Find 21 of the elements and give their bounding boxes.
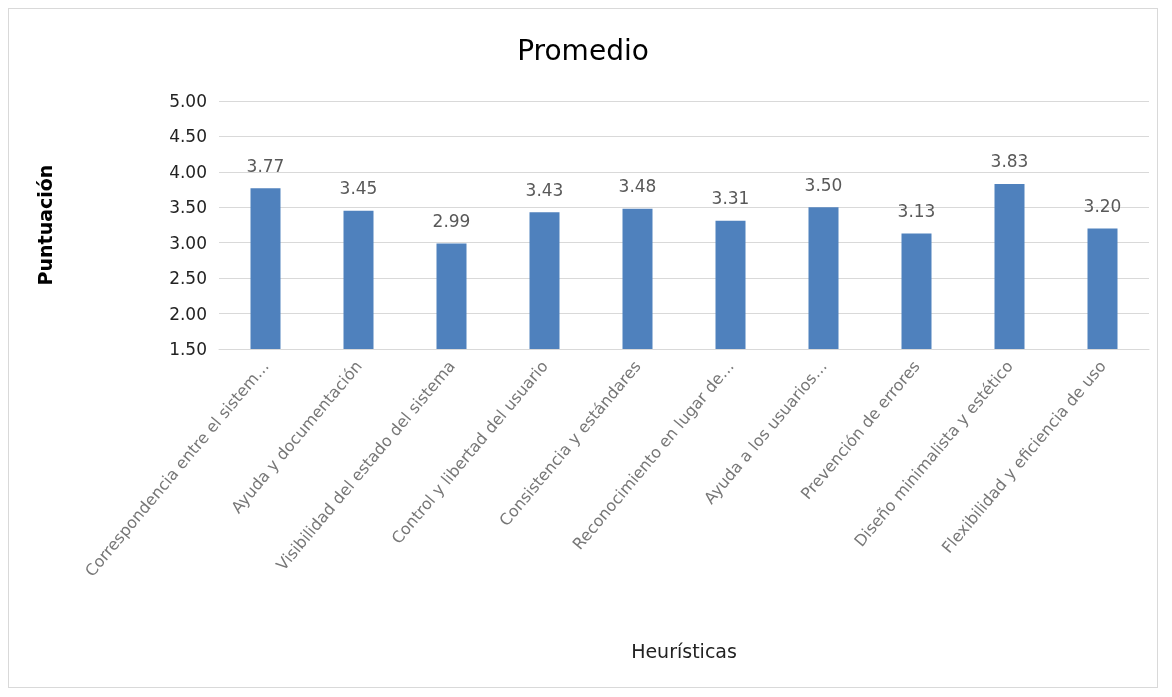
data-label: 3.13: [897, 201, 936, 221]
y-tick-label: 3.50: [169, 197, 207, 218]
data-label: 2.99: [432, 210, 471, 231]
y-tick-label: 1.50: [169, 339, 207, 359]
y-tick-label: 4.50: [169, 126, 207, 147]
data-label: 3.83: [990, 151, 1029, 172]
y-tick-label: 5.00: [169, 91, 207, 111]
data-label: 3.31: [711, 188, 750, 209]
y-tick-label: 4.00: [169, 161, 207, 182]
y-tick-label: 2.00: [169, 303, 207, 324]
y-tick-label: 2.50: [169, 268, 207, 289]
data-label: 3.50: [804, 174, 843, 195]
chart-title: Promedio: [517, 33, 649, 67]
data-label: 3.43: [525, 179, 564, 200]
data-label: 3.48: [618, 176, 657, 197]
data-label: 3.77: [246, 155, 285, 176]
data-label: 3.20: [1083, 196, 1122, 217]
x-axis-title: Heurísticas: [631, 639, 737, 662]
data-label: 3.45: [339, 178, 378, 199]
y-axis-title: Puntuación: [33, 164, 56, 286]
y-tick-label: 3.00: [169, 232, 207, 253]
